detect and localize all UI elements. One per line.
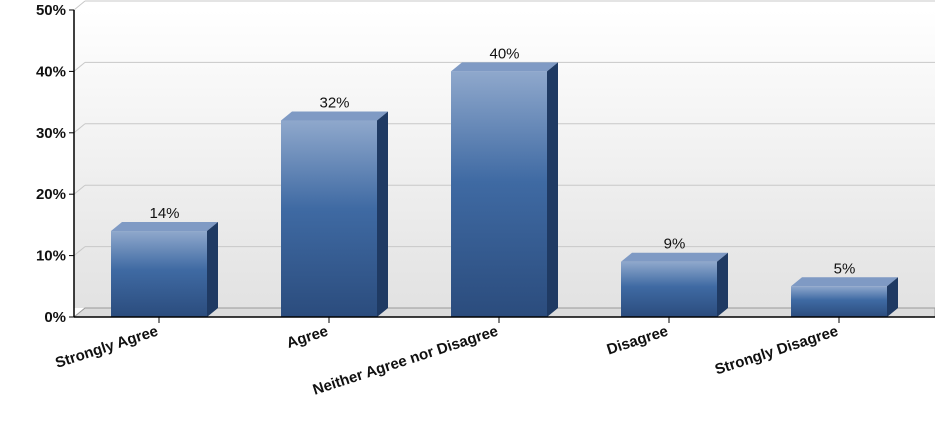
y-axis: 0% 10% 20% 30% 40% 50% — [36, 2, 75, 326]
bar — [791, 286, 887, 317]
bar — [281, 120, 377, 318]
gridline-depth — [73, 123, 86, 134]
x-tick-label: Disagree — [605, 323, 671, 359]
y-tick-label: 10% — [36, 248, 66, 265]
data-label: 40% — [489, 45, 519, 62]
x-tick-label: Strongly Disagree — [713, 323, 840, 379]
bar-top — [451, 62, 558, 72]
bar-side — [717, 252, 728, 317]
gridline-depth — [73, 246, 86, 256]
x-tick-label: Agree — [285, 323, 331, 352]
bars — [111, 62, 898, 318]
bar-group — [451, 62, 558, 318]
bar — [621, 261, 717, 317]
bar-group — [111, 222, 218, 317]
bar-top — [791, 277, 898, 287]
bar-group — [791, 277, 898, 317]
data-label: 9% — [664, 236, 686, 253]
bar-group — [281, 111, 388, 318]
bar-side — [207, 222, 218, 317]
y-tick-label: 30% — [36, 125, 66, 142]
bar-side — [377, 111, 388, 318]
bar — [111, 231, 207, 317]
bar-top — [111, 222, 218, 232]
gridline-depth — [73, 0, 86, 11]
bar-top — [281, 111, 388, 121]
bar-side — [887, 277, 898, 317]
x-tick-label: Strongly Agree — [53, 323, 160, 372]
gridline-depth — [73, 62, 86, 72]
data-label: 5% — [834, 260, 856, 277]
data-label: 14% — [149, 205, 179, 222]
y-tick-label: 0% — [44, 309, 66, 326]
gridline-depth — [73, 184, 86, 195]
bar — [451, 71, 547, 318]
bar-group — [621, 252, 728, 317]
data-label: 32% — [319, 95, 349, 112]
bar-side — [547, 62, 558, 318]
y-tick-label: 20% — [36, 186, 66, 203]
data-labels: 14% 32% 40% 9% 5% — [149, 45, 855, 277]
y-tick-label: 50% — [36, 2, 66, 19]
bar-top — [621, 252, 728, 262]
y-tick-label: 40% — [36, 63, 66, 80]
x-tick-label: Neither Agree nor Disagree — [311, 323, 500, 399]
